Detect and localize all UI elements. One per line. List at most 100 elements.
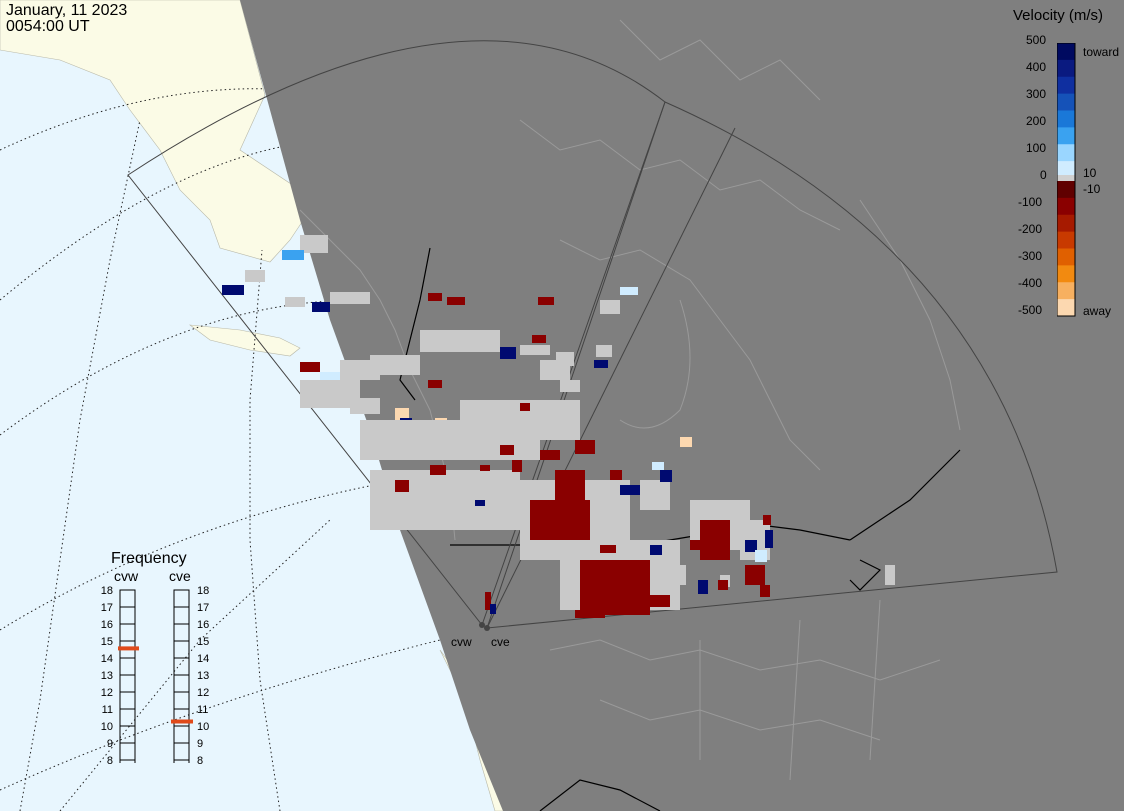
radar-label-cve: cve	[491, 635, 510, 649]
velocity-cell	[500, 347, 516, 359]
legend-tick-label: -500	[1018, 303, 1043, 317]
frequency-tick-right: 11	[197, 704, 209, 716]
frequency-tick-right: 17	[197, 602, 210, 614]
graticule	[0, 88, 441, 811]
velocity-cell	[555, 470, 585, 500]
legend-tick-label: 500	[1026, 33, 1047, 47]
velocity-cell	[620, 485, 640, 495]
radar-site-cve	[484, 625, 490, 631]
velocity-cell	[698, 580, 708, 594]
legend-swatch-toward	[1057, 43, 1075, 61]
legend-swatch-toward	[1057, 144, 1075, 162]
frequency-scale-box	[173, 589, 190, 763]
legend-tick-label: -300	[1018, 249, 1043, 263]
velocity-cell	[538, 297, 554, 305]
legend-swatch-away	[1057, 248, 1075, 266]
frequency-marker-cve	[171, 719, 193, 724]
legend-toward-label: toward	[1083, 45, 1120, 59]
velocity-cell	[282, 250, 304, 260]
legend-pos-threshold: 10	[1083, 166, 1097, 180]
legend-swatch-toward	[1057, 93, 1075, 111]
velocity-cell	[745, 565, 765, 585]
velocity-cell	[620, 287, 638, 295]
velocity-cell	[594, 360, 608, 368]
velocity-cell	[300, 235, 328, 253]
legend-tick-label: 400	[1026, 60, 1047, 74]
velocity-cell	[530, 500, 590, 540]
velocity-cells	[222, 235, 895, 618]
velocity-cell	[765, 530, 773, 548]
legend-swatch-toward	[1057, 76, 1075, 95]
velocity-cell	[755, 550, 767, 562]
frequency-marker-cvw	[118, 646, 139, 651]
legend-swatch-away	[1057, 299, 1075, 317]
legend-tick-label: 0	[1040, 168, 1047, 182]
legend-tick-label: -400	[1018, 276, 1043, 290]
frequency-tick-left: 10	[100, 721, 113, 733]
legend-swatch-away	[1057, 282, 1075, 300]
velocity-cell	[532, 335, 546, 343]
day-land-aleutians	[188, 324, 301, 357]
legend-swatch-toward	[1057, 59, 1075, 78]
velocity-cell	[222, 285, 244, 295]
legend-swatch-toward	[1057, 161, 1075, 179]
velocity-cell	[610, 470, 622, 480]
frequency-tick-right: 15	[197, 636, 210, 648]
velocity-cell	[763, 515, 771, 525]
frequency-tick-right: 10	[197, 721, 210, 733]
frequency-tick-left: 9	[106, 738, 113, 750]
legend-swatch-toward	[1057, 127, 1075, 145]
frequency-tick-right: 8	[197, 755, 204, 767]
frequency-tick-right: 14	[197, 653, 210, 665]
velocity-cell	[560, 380, 580, 392]
frequency-tick-left: 17	[100, 602, 113, 614]
legend-neg-threshold: -10	[1083, 182, 1101, 196]
frequency-radar-cvw: cvw	[114, 568, 139, 584]
velocity-cell	[652, 462, 664, 470]
velocity-cell	[420, 330, 500, 352]
velocity-cell	[475, 500, 485, 506]
frequency-tick-left: 13	[100, 670, 113, 682]
legend-away-label: away	[1083, 304, 1112, 318]
legend-swatch-away	[1057, 181, 1075, 199]
velocity-cell	[690, 540, 702, 550]
velocity-cell	[370, 470, 520, 530]
frequency-tick-left: 15	[100, 636, 113, 648]
velocity-cell	[320, 372, 340, 382]
legend-swatch-zero	[1057, 175, 1075, 181]
velocity-cell	[575, 610, 605, 618]
velocity-cell	[650, 595, 670, 607]
velocity-cell	[485, 592, 491, 610]
velocity-cell	[512, 460, 522, 472]
legend-swatch-toward	[1057, 110, 1075, 128]
velocity-cell	[500, 445, 514, 455]
legend-tick-label: -200	[1018, 222, 1043, 236]
velocity-cell	[718, 580, 728, 590]
legend-swatch-away	[1057, 231, 1075, 249]
legend-tick-label: 300	[1026, 87, 1047, 101]
velocity-cell	[760, 585, 770, 597]
velocity-cell	[340, 360, 380, 380]
legend-tick-label: 100	[1026, 141, 1047, 155]
frequency-tick-right: 18	[197, 585, 210, 597]
frequency-tick-left: 16	[100, 619, 113, 631]
legend-swatch-away	[1057, 265, 1075, 283]
velocity-cell	[885, 565, 895, 585]
velocity-cell	[620, 590, 640, 600]
velocity-cell	[660, 470, 672, 482]
date-label: January, 11 2023	[6, 2, 128, 19]
legend-bar-border	[1057, 43, 1076, 317]
velocity-cell	[428, 380, 442, 388]
velocity-cell	[395, 480, 409, 492]
frequency-tick-left: 12	[100, 687, 113, 699]
velocity-cell	[370, 355, 420, 375]
velocity-cell	[596, 345, 612, 357]
frequency-tick-left: 14	[100, 653, 113, 665]
velocity-cell	[540, 450, 560, 460]
velocity-cell	[447, 297, 465, 305]
velocity-cell	[330, 292, 370, 304]
legend-tick-label: -100	[1018, 195, 1043, 209]
frequency-tick-right: 16	[197, 619, 210, 631]
